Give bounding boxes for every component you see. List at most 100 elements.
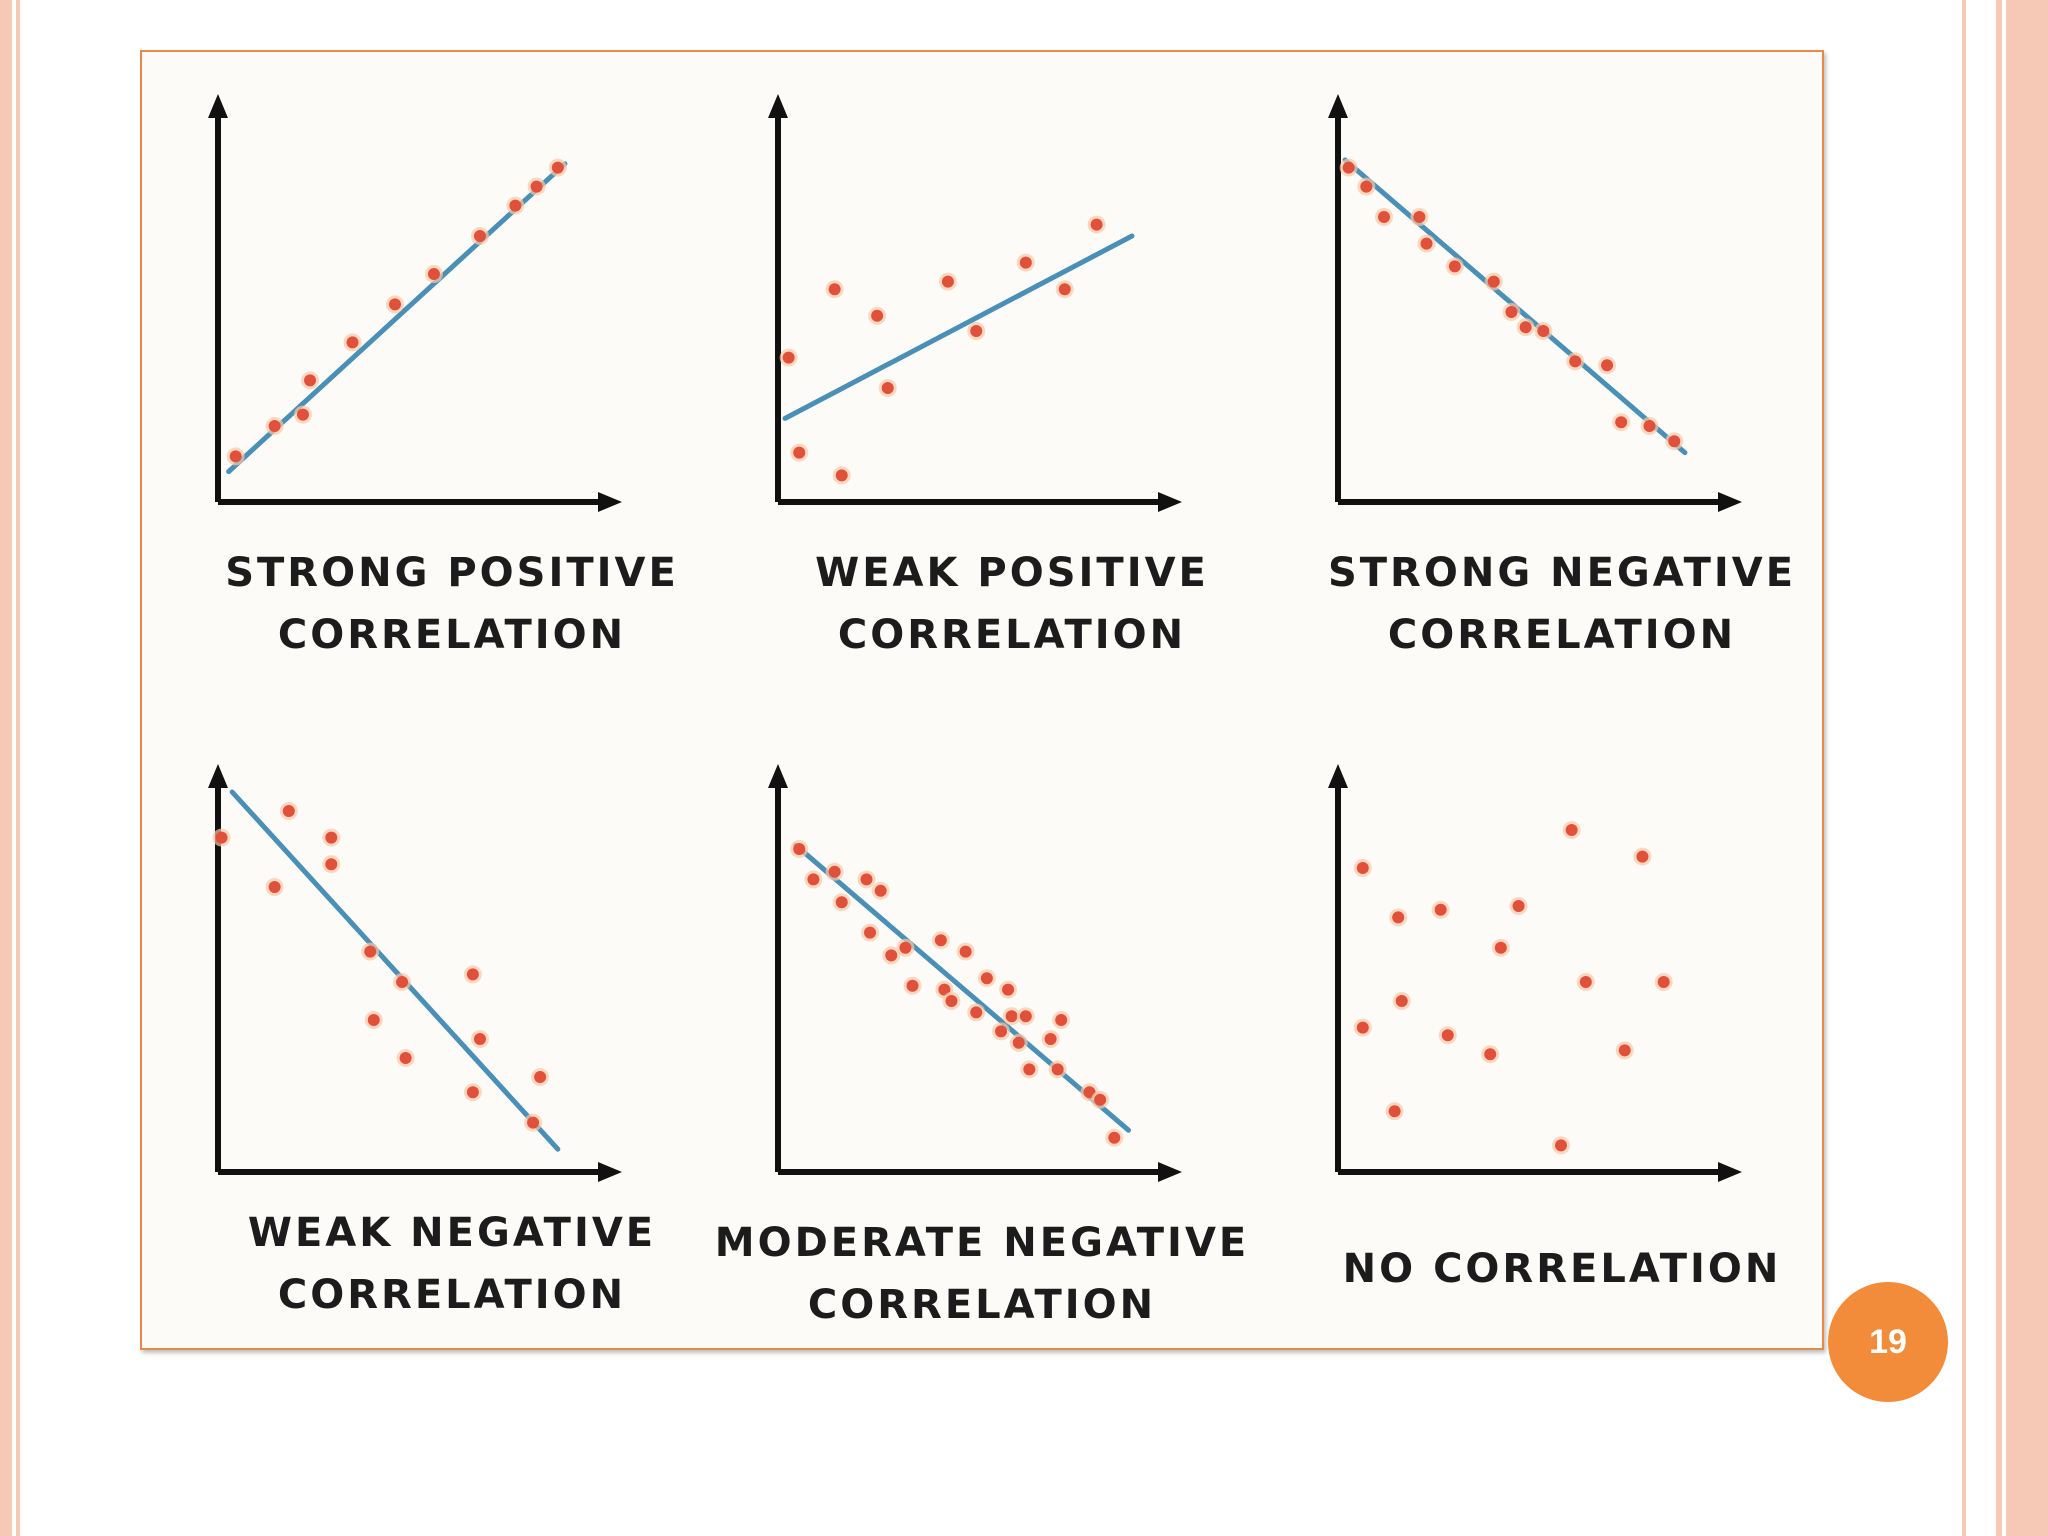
data-point [466,1086,479,1099]
data-point [1023,1063,1036,1076]
slide-border-gap [12,0,16,1536]
data-point [835,469,848,482]
x-axis-arrow-icon [598,492,622,512]
data-point [1494,941,1507,954]
data-point [1505,306,1518,318]
data-point [941,275,954,288]
data-point [282,805,295,817]
data-point [835,896,848,909]
trend-line [782,233,1135,421]
data-point [807,873,820,886]
data-point [530,180,543,193]
slide-border-gap [2002,0,2006,1536]
data-point [551,161,564,174]
caption-weak-positive: WEAK POSITIVE CORRELATION [815,550,1209,658]
data-point [871,309,884,322]
data-point [1090,218,1103,231]
data-point [995,1025,1008,1038]
data-point [980,972,993,985]
data-point [1055,1014,1068,1026]
data-point [1058,283,1071,296]
data-point [1413,211,1426,223]
data-point [473,1033,486,1045]
x-axis-arrow-icon [1158,1162,1182,1182]
data-point [874,884,887,897]
data-point [296,408,309,421]
data-point [1378,211,1391,223]
data-point [899,941,912,954]
data-point [1044,1033,1057,1045]
data-point [1002,983,1015,996]
data-point [325,858,338,871]
data-point [1636,850,1649,863]
data-point [1579,976,1592,988]
data-point [1555,1139,1568,1152]
data-point [1019,256,1032,269]
data-point [864,926,877,939]
data-point [534,1071,547,1083]
trend-line [226,161,568,475]
data-point [268,420,281,432]
slide-border-stripe [0,0,12,1536]
caption-strong-positive: STRONG POSITIVE CORRELATION [225,550,679,658]
data-point [793,446,806,459]
data-point [1012,1036,1025,1049]
data-point [1051,1063,1064,1076]
data-point [1601,359,1614,372]
data-point [906,979,919,992]
data-point [1487,275,1500,288]
data-point [1668,435,1681,448]
data-point [1441,1029,1454,1042]
data-point [959,945,972,958]
data-point [1484,1048,1497,1061]
data-point [215,831,228,844]
data-point [1618,1044,1631,1057]
caption-moderate-negative: MODERATE NEGATIVE CORRELATION [714,1220,1250,1328]
correlation-figure: STRONG POSITIVE CORRELATION WEAK POSITIV… [140,50,1824,1350]
data-point [364,945,377,958]
data-point [509,199,522,212]
y-axis-arrow-icon [768,94,788,118]
data-point [945,995,958,1007]
data-point [970,1006,983,1019]
data-point [427,268,440,280]
data-point [1643,420,1656,432]
data-point [860,873,873,886]
data-point [1395,995,1408,1007]
y-axis-arrow-icon [1328,764,1348,788]
data-point [396,976,409,988]
data-point [1569,355,1582,368]
data-point [934,934,947,947]
x-axis-arrow-icon [598,1162,622,1182]
data-point [466,968,479,981]
data-point [304,374,317,387]
data-point [399,1052,412,1064]
data-point [1657,976,1670,988]
data-point [473,230,486,242]
y-axis-arrow-icon [768,764,788,788]
data-point [1356,1021,1369,1034]
data-point [828,865,841,878]
data-point [938,983,951,996]
data-point [1565,824,1578,836]
caption-strong-negative: STRONG NEGATIVE CORRELATION [1327,550,1797,658]
y-axis-arrow-icon [208,94,228,118]
slide-border-stripe [1996,0,2002,1536]
data-point [828,283,841,296]
data-point [346,336,359,349]
data-point [793,843,806,855]
data-point [1005,1010,1018,1023]
data-point [325,831,338,844]
data-point [1094,1093,1107,1106]
caption-weak-negative: WEAK NEGATIVE CORRELATION [247,1210,657,1318]
data-point [1420,237,1433,250]
data-point [881,382,894,394]
data-point [1356,862,1369,874]
caption-no-correlation: NO CORRELATION [1342,1246,1782,1292]
data-point [1448,260,1461,273]
data-point [1342,161,1355,174]
data-point [885,949,898,962]
data-point [1434,903,1447,916]
data-point [389,298,401,311]
data-point [782,351,795,364]
